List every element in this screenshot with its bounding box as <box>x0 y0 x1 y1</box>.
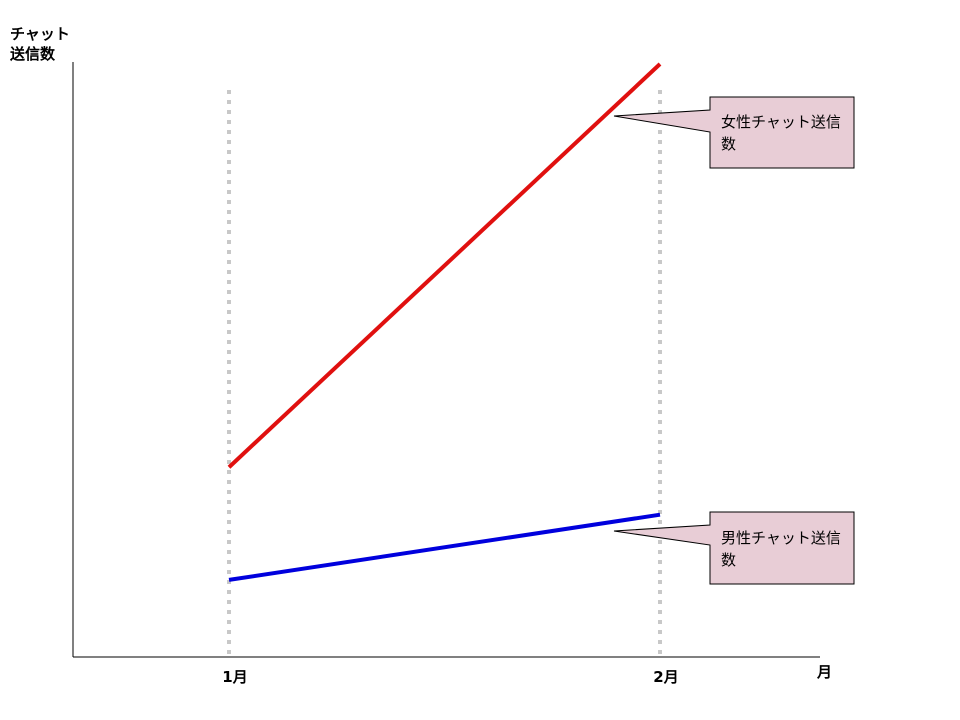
y-axis-label: チャット送信数 <box>10 25 70 63</box>
x-tick-label: 1月 <box>222 668 248 686</box>
callout-male-box <box>613 511 855 585</box>
gridlines <box>227 90 662 657</box>
callout-female-box <box>613 96 855 169</box>
callout-female-label: 女性チャット送信数 <box>721 113 841 153</box>
callout-male-label: 男性チャット送信数 <box>721 529 841 569</box>
series-lines <box>227 62 662 582</box>
series-line-2 <box>228 512 661 582</box>
series-line-1 <box>227 62 662 469</box>
x-tick-label: 2月 <box>653 668 679 686</box>
x-axis-label: 月 <box>817 663 833 681</box>
